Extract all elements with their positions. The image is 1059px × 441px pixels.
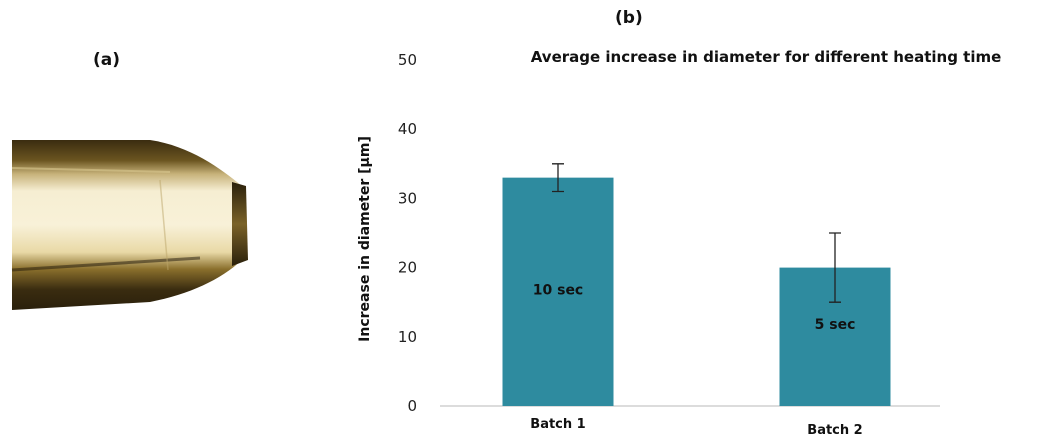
- y-tick-label: 0: [407, 397, 417, 415]
- bar-chart: Average increase in diameter for differe…: [357, 48, 1002, 438]
- x-category-label: Batch 1: [530, 417, 585, 432]
- error-bar: [829, 232, 841, 303]
- y-tick-label: 50: [398, 51, 417, 69]
- x-category-label: Batch 2: [807, 423, 862, 438]
- y-tick-label: 30: [398, 189, 417, 207]
- glass-tube-tip-photo: [11, 140, 248, 310]
- error-bar: [552, 163, 564, 193]
- panel-label-a: (a): [93, 50, 121, 70]
- chart-title: Average increase in diameter for differe…: [531, 48, 1002, 66]
- panel-label-b: (b): [615, 8, 643, 28]
- y-tick-label: 20: [398, 259, 417, 277]
- y-axis-label: Increase in diameter [µm]: [357, 136, 373, 342]
- y-tick-label: 40: [398, 120, 417, 138]
- y-tick-label: 10: [398, 328, 417, 346]
- bar: [502, 177, 614, 406]
- bar-data-label: 10 sec: [533, 283, 583, 299]
- bar-data-label: 5 sec: [815, 317, 856, 333]
